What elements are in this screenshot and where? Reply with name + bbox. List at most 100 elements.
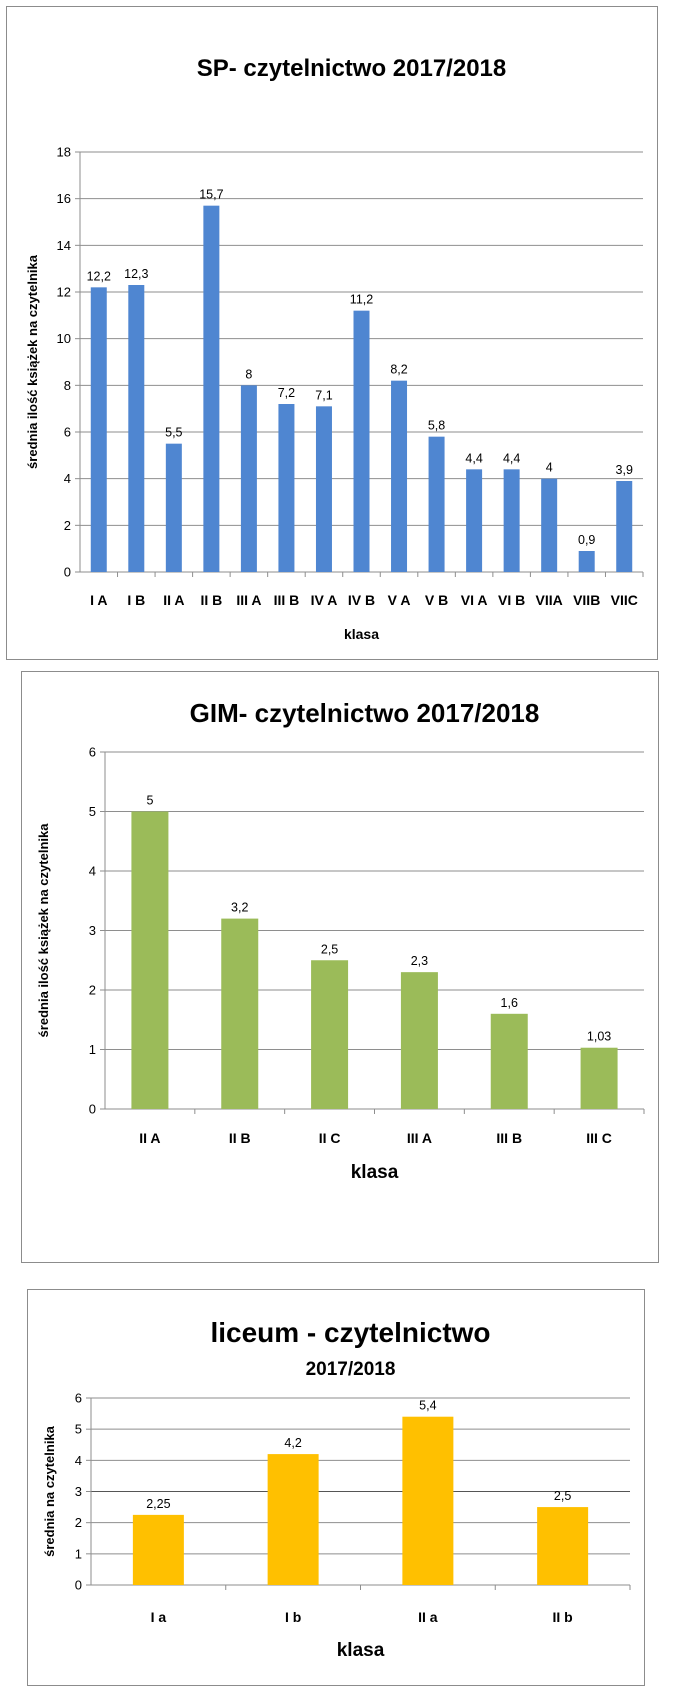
sp-category-label: II A — [163, 592, 184, 608]
sp-chart-title: SP- czytelnictwo 2017/2018 — [197, 55, 507, 82]
sp-category-label: IV A — [311, 592, 338, 608]
gim-category-label: III A — [407, 1130, 432, 1146]
gim-data-label: 5 — [146, 794, 153, 808]
lic-category-label: II a — [418, 1609, 438, 1625]
sp-data-label: 4 — [546, 461, 553, 475]
gim-y-tick-label: 1 — [89, 1042, 96, 1057]
sp-category-label: VIIB — [573, 592, 600, 608]
sp-category-label: I A — [90, 592, 107, 608]
gim-bar — [400, 972, 438, 1109]
sp-data-label: 12,3 — [124, 267, 148, 281]
liceum-chart-panel: liceum - czytelnictwo 2017/2018 0 1 2 3 4 5 6 2,2… — [27, 1289, 645, 1686]
lic-category-label: I b — [285, 1609, 301, 1625]
gim-x-axis-title: klasa — [351, 1162, 399, 1183]
lic-y-tick-label: 1 — [75, 1546, 82, 1561]
sp-bar — [391, 380, 408, 572]
gim-bar — [311, 960, 349, 1109]
sp-bar — [541, 478, 558, 572]
lic-data-label: 2,25 — [146, 1497, 170, 1511]
sp-data-label: 4,4 — [465, 451, 482, 465]
sp-y-tick-label: 4 — [64, 471, 71, 486]
sp-data-label: 0,9 — [578, 533, 595, 547]
sp-bar — [128, 285, 145, 572]
sp-y-tick-label: 0 — [64, 565, 71, 580]
sp-category-label: IV B — [348, 592, 375, 608]
sp-y-tick-label: 14 — [57, 238, 71, 253]
lic-data-label: 5,4 — [419, 1399, 436, 1413]
sp-y-axis-title: średnia ilość książek na czytelnika — [25, 254, 40, 469]
gim-data-label: 1,6 — [501, 996, 518, 1010]
gim-bar — [490, 1013, 528, 1109]
lic-y-tick-label: 4 — [75, 1453, 82, 1468]
lic-bar — [267, 1454, 319, 1585]
lic-bar — [402, 1416, 454, 1585]
sp-bar — [578, 551, 595, 572]
sp-y-tick-label: 8 — [64, 378, 71, 393]
sp-data-label: 11,2 — [350, 293, 373, 307]
sp-bar — [315, 406, 332, 572]
sp-bar — [90, 287, 107, 572]
lic-bar — [132, 1514, 184, 1585]
sp-data-label: 12,2 — [87, 269, 111, 283]
sp-y-tick-label: 12 — [57, 285, 71, 300]
gim-y-tick-label: 2 — [89, 983, 96, 998]
sp-category-label: III B — [274, 592, 300, 608]
gim-data-label: 1,03 — [587, 1030, 611, 1044]
sp-bar — [503, 469, 520, 572]
sp-data-label: 8,2 — [390, 363, 407, 377]
sp-bar — [203, 205, 220, 572]
lic-data-label: 4,2 — [284, 1436, 301, 1450]
sp-category-label: VIIC — [611, 592, 638, 608]
sp-data-label: 7,1 — [315, 388, 332, 402]
gim-category-label: III C — [586, 1130, 612, 1146]
sp-data-label: 5,5 — [165, 426, 182, 440]
sp-y-tick-label: 10 — [57, 331, 71, 346]
lic-y-tick-label: 5 — [75, 1422, 82, 1437]
sp-data-label: 7,2 — [278, 386, 295, 400]
sp-bar — [428, 436, 445, 572]
lic-category-label: II b — [553, 1609, 573, 1625]
gim-chart: GIM- czytelnictwo 2017/2018 0 1 2 3 4 5 6 5 II A 3… — [36, 698, 645, 1183]
sp-y-tick-label: 18 — [57, 145, 71, 160]
lic-chart-subtitle: 2017/2018 — [306, 1359, 396, 1380]
lic-y-tick-label: 6 — [75, 1391, 82, 1406]
sp-category-label: V A — [388, 592, 411, 608]
sp-bar — [466, 469, 483, 572]
sp-data-label: 4,4 — [503, 451, 520, 465]
sp-bar — [165, 443, 182, 572]
gim-y-tick-label: 3 — [89, 923, 96, 938]
sp-category-label: VI B — [498, 592, 525, 608]
sp-chart-panel: SP- czytelnictwo 2017/2018 0 2 4 6 8 10 12 14 16 1… — [6, 6, 658, 660]
sp-category-label: I B — [127, 592, 145, 608]
gim-y-tick-label: 5 — [89, 804, 96, 819]
lic-bar — [537, 1507, 589, 1585]
sp-category-label: VI A — [461, 592, 488, 608]
gim-bar — [131, 811, 169, 1109]
sp-y-tick-label: 2 — [64, 518, 71, 533]
gim-chart-title: GIM- czytelnictwo 2017/2018 — [190, 698, 540, 728]
sp-category-label: II B — [200, 592, 222, 608]
gim-y-axis-title: średnia ilość książek na czytelnika — [36, 823, 51, 1038]
liceum-chart: liceum - czytelnictwo 2017/2018 0 1 2 3 4 5 6 2,2… — [42, 1317, 631, 1661]
gim-y-tick-label: 6 — [89, 745, 96, 760]
sp-bar — [616, 481, 633, 572]
sp-data-label: 3,9 — [616, 463, 633, 477]
sp-y-tick-label: 16 — [57, 191, 71, 206]
lic-chart-title: liceum - czytelnictwo — [210, 1317, 490, 1348]
gim-y-tick-label: 4 — [89, 864, 96, 879]
gim-data-label: 2,3 — [411, 954, 428, 968]
gim-bar — [580, 1047, 618, 1109]
gim-chart-panel: GIM- czytelnictwo 2017/2018 0 1 2 3 4 5 6 5 II A 3… — [21, 671, 659, 1263]
sp-data-label: 5,8 — [428, 419, 445, 433]
gim-bar — [221, 918, 259, 1109]
gim-y-tick-label: 0 — [89, 1102, 96, 1117]
gim-category-label: III B — [496, 1130, 522, 1146]
sp-data-label: 8 — [245, 367, 252, 381]
sp-bar — [278, 404, 295, 572]
lic-y-tick-label: 2 — [75, 1515, 82, 1530]
gim-category-label: II B — [229, 1130, 251, 1146]
sp-y-tick-label: 6 — [64, 425, 71, 440]
sp-bar — [240, 385, 257, 572]
sp-category-label: III A — [236, 592, 261, 608]
lic-y-tick-label: 0 — [75, 1578, 82, 1593]
